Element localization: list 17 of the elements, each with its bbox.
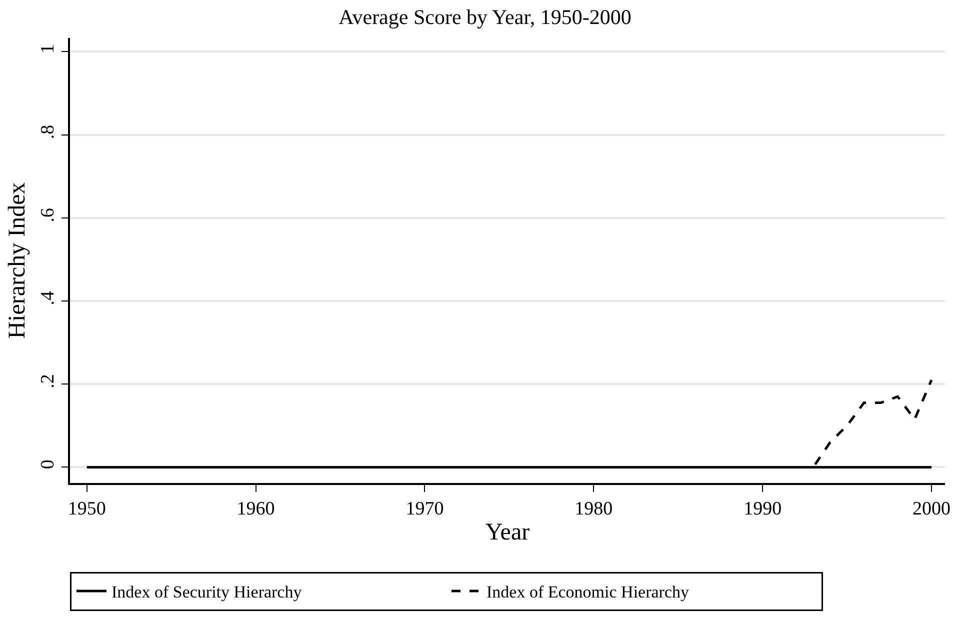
y-tick-label: .2 (38, 374, 59, 388)
y-tick-label: .4 (38, 290, 59, 306)
x-tick-label: 1990 (744, 498, 782, 520)
y-tick-label: .6 (38, 208, 59, 222)
x-tick-label: 1950 (68, 498, 106, 520)
x-tick-label: 1960 (236, 498, 275, 520)
x-tick-label: 1970 (406, 498, 444, 520)
x-tick-label: 2000 (912, 498, 950, 520)
y-tick-label: 0 (38, 460, 59, 470)
x-axis-title: Year (485, 519, 530, 546)
legend-label: Index of Security Hierarchy (112, 582, 302, 602)
x-tick-label: 1980 (574, 498, 613, 520)
y-tick-label: .8 (38, 124, 59, 140)
chart-title: Average Score by Year, 1950-2000 (338, 5, 632, 30)
y-tick-label: 1 (38, 44, 59, 54)
legend-label: Index of Economic Hierarchy (486, 582, 690, 602)
y-axis-title: Hierarchy Index (4, 182, 30, 339)
